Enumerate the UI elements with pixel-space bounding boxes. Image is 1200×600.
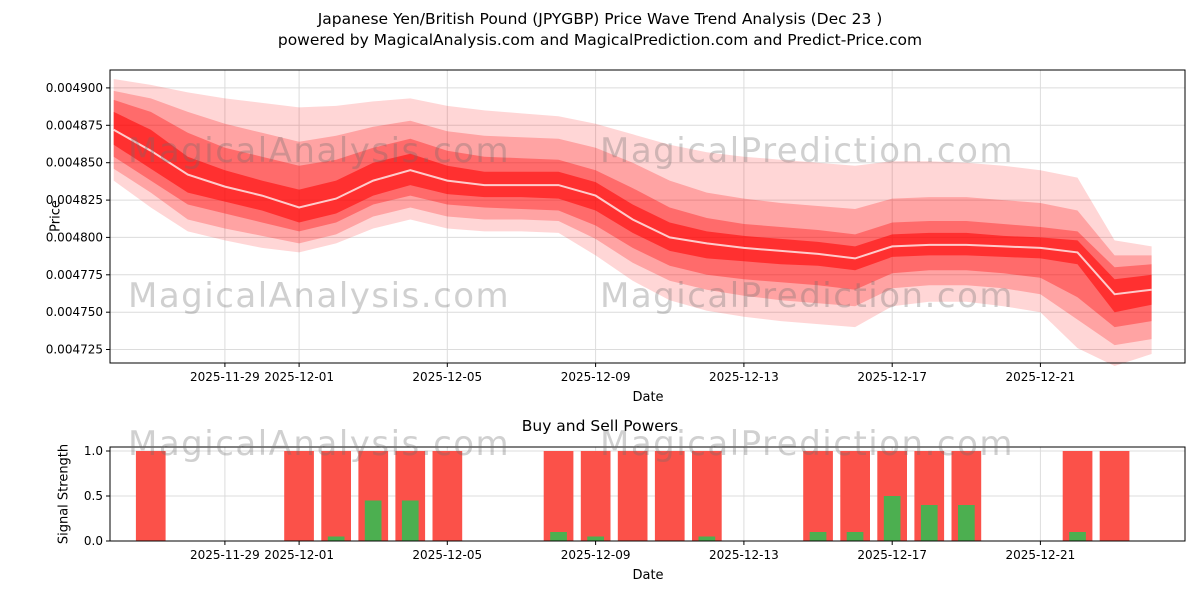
buy-bar bbox=[883, 496, 901, 541]
buy-bar bbox=[587, 536, 604, 541]
buy-bar bbox=[920, 505, 938, 541]
buy-bar bbox=[401, 500, 419, 541]
sell-bar bbox=[543, 451, 574, 541]
buy-power-bars bbox=[327, 496, 1086, 541]
svg-text:1.0: 1.0 bbox=[84, 444, 103, 458]
price-median-line bbox=[113, 128, 1152, 296]
buy-bar bbox=[809, 532, 827, 541]
chart-title-line2: powered by MagicalAnalysis.com and Magic… bbox=[277, 31, 923, 49]
sell-bar bbox=[617, 451, 648, 541]
svg-text:0.004725: 0.004725 bbox=[46, 343, 103, 357]
svg-text:2025-12-05: 2025-12-05 bbox=[412, 548, 482, 562]
bar-xaxis-label: Date bbox=[632, 568, 664, 583]
sell-bar bbox=[1062, 451, 1093, 541]
svg-text:0.004900: 0.004900 bbox=[46, 81, 103, 95]
sell-bar bbox=[654, 451, 685, 541]
svg-text:2025-12-09: 2025-12-09 bbox=[561, 548, 631, 562]
plot-border bbox=[109, 446, 1186, 542]
buy-bar bbox=[327, 536, 345, 541]
svg-text:0.004775: 0.004775 bbox=[46, 268, 103, 282]
price-xaxis-label: Date bbox=[632, 390, 664, 405]
price-axis-label: Price bbox=[48, 200, 64, 232]
svg-text:2025-12-21: 2025-12-21 bbox=[1006, 548, 1076, 562]
buy-bar bbox=[1069, 532, 1086, 541]
svg-text:2025-12-01: 2025-12-01 bbox=[264, 548, 334, 562]
sell-bar bbox=[692, 451, 722, 541]
svg-text:2025-12-01: 2025-12-01 bbox=[264, 370, 334, 384]
price-wave-chart: 2025-11-29 2025-12-01 2025-12-05 2025-12-09… bbox=[46, 69, 1186, 384]
sell-bar bbox=[840, 451, 870, 541]
svg-text:2025-12-13: 2025-12-13 bbox=[709, 548, 779, 562]
sell-bar bbox=[580, 451, 611, 541]
sell-bar bbox=[803, 451, 833, 541]
x-tick-labels: 2025-11-29 2025-12-01 2025-12-05 2025-12-09… bbox=[190, 541, 1075, 562]
svg-text:2025-12-09: 2025-12-09 bbox=[561, 370, 631, 384]
sell-power-bars bbox=[135, 451, 1130, 541]
sell-bar bbox=[432, 451, 463, 541]
sell-bar bbox=[1099, 451, 1130, 541]
svg-text:2025-12-17: 2025-12-17 bbox=[857, 548, 927, 562]
signal-strength-axis-label: Signal Strength bbox=[56, 443, 72, 545]
buy-bar bbox=[364, 500, 382, 541]
buy-bar bbox=[698, 536, 716, 541]
bar-chart-title: Buy and Sell Powers bbox=[521, 417, 679, 435]
svg-text:2025-12-21: 2025-12-21 bbox=[1006, 370, 1076, 384]
buy-sell-power-chart: 2025-11-29 2025-12-01 2025-12-05 2025-12-09… bbox=[84, 444, 1186, 562]
y-tick-labels: 0.004725 0.004750 0.004775 0.004800 0.004825… bbox=[46, 81, 110, 357]
buy-bar bbox=[550, 532, 567, 541]
svg-text:0.004800: 0.004800 bbox=[46, 230, 103, 244]
price-wave-bands bbox=[113, 79, 1152, 366]
svg-text:0.004750: 0.004750 bbox=[46, 305, 103, 319]
svg-text:0.004850: 0.004850 bbox=[46, 156, 103, 170]
svg-text:0.5: 0.5 bbox=[84, 489, 103, 503]
svg-text:2025-11-29: 2025-11-29 bbox=[190, 370, 260, 384]
svg-text:0.004825: 0.004825 bbox=[46, 193, 103, 207]
svg-text:0.004875: 0.004875 bbox=[46, 118, 103, 132]
chart-title-line1: Japanese Yen/British Pound (JPYGBP) Pric… bbox=[317, 10, 883, 28]
price-band-core bbox=[113, 111, 1152, 313]
svg-text:2025-12-17: 2025-12-17 bbox=[857, 370, 927, 384]
plot-border bbox=[109, 69, 1186, 364]
svg-text:0.0: 0.0 bbox=[84, 534, 103, 548]
buy-bar bbox=[958, 505, 975, 541]
svg-text:2025-12-05: 2025-12-05 bbox=[412, 370, 482, 384]
sell-bar bbox=[284, 451, 314, 541]
x-tick-labels: 2025-11-29 2025-12-01 2025-12-05 2025-12-09… bbox=[190, 363, 1075, 384]
svg-text:2025-12-13: 2025-12-13 bbox=[709, 370, 779, 384]
sell-bar bbox=[135, 451, 166, 541]
svg-text:2025-11-29: 2025-11-29 bbox=[190, 548, 260, 562]
buy-bar bbox=[846, 532, 864, 541]
y-tick-labels: 0.0 0.5 1.0 bbox=[84, 444, 110, 548]
sell-bar bbox=[321, 451, 351, 541]
